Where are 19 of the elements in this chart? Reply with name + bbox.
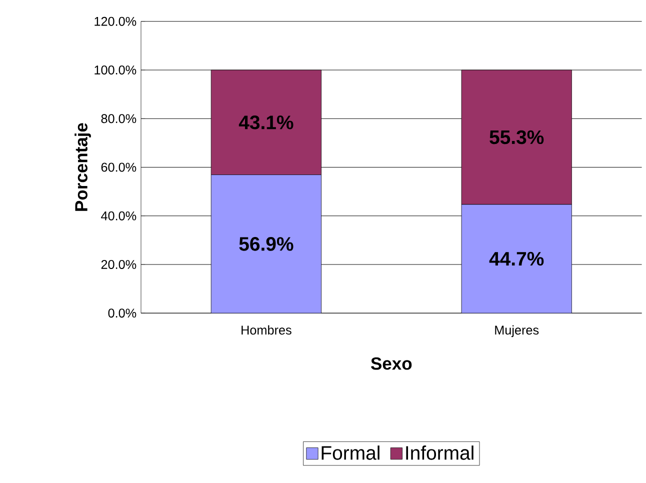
legend-label: Informal	[406, 445, 474, 460]
data-label: 55.3%	[490, 130, 544, 144]
y-tick-label: 60.0%	[101, 162, 136, 172]
data-label: 43.1%	[238, 115, 294, 130]
bar	[461, 204, 572, 313]
y-tick-label: 120.0%	[94, 16, 136, 26]
x-tick-label: Mujeres	[495, 325, 539, 337]
y-tick-label: 0.0%	[108, 308, 136, 318]
x-tick-label: Hombres	[242, 325, 292, 334]
y-tick-label: 20.0%	[101, 260, 136, 269]
data-label: 56.9%	[239, 236, 294, 251]
x-axis-title: Sexo	[370, 357, 412, 370]
bar	[210, 174, 322, 313]
y-tick-label: 40.0%	[101, 211, 136, 220]
y-tick-label: 80.0%	[101, 114, 136, 123]
data-label: 44.7%	[489, 252, 544, 266]
y-axis-title: Porcentaje	[74, 122, 91, 211]
legend-label: Formal	[322, 445, 380, 460]
y-tick-label: 100.0%	[94, 65, 136, 74]
